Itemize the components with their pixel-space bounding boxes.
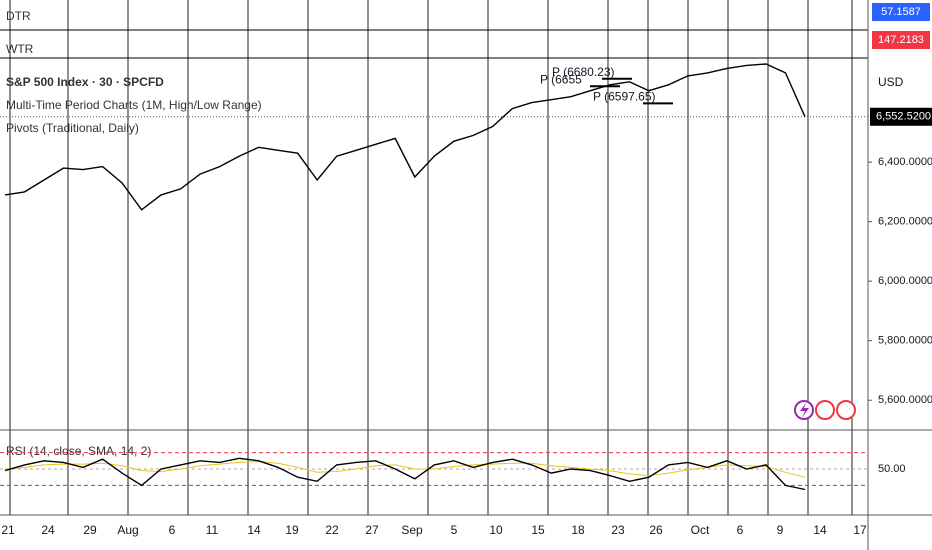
- indicator-label: Pivots (Traditional, Daily): [6, 121, 139, 135]
- rsi-title: RSI (14, close, SMA, 14, 2): [6, 444, 151, 458]
- last-price-label: 6,552.5200: [876, 111, 931, 123]
- x-tick-label: Aug: [117, 523, 138, 537]
- x-tick-label: 10: [489, 523, 503, 537]
- dtr-badge: [872, 3, 930, 21]
- rsi-line: [4, 457, 806, 491]
- x-tick-label: Oct: [691, 523, 710, 537]
- x-tick-label: 17: [853, 523, 867, 537]
- rsi-ma-line: [4, 461, 806, 478]
- x-tick-label: 5: [451, 523, 458, 537]
- pivot-label: P (6597.65): [593, 90, 656, 104]
- x-tick-label: 22: [325, 523, 339, 537]
- y-tick-label: 6,000.0000: [878, 275, 932, 287]
- x-tick-label: 26: [649, 523, 663, 537]
- x-tick-label: 18: [571, 523, 585, 537]
- x-tick-label: 6: [169, 523, 176, 537]
- chart-title: S&P 500 Index · 30 · SPCFD: [6, 75, 164, 89]
- pivot-label: P (6680.23): [552, 65, 615, 79]
- x-tick-label: 11: [206, 523, 219, 537]
- indicator-label: Multi-Time Period Charts (1M, High/Low R…: [6, 98, 262, 112]
- x-tick-label: 23: [611, 523, 625, 537]
- y-tick-label: 6,200.0000: [878, 216, 932, 228]
- x-tick-label: 6: [737, 523, 744, 537]
- wtr-badge: [872, 31, 930, 49]
- x-tick-label: 27: [365, 523, 379, 537]
- wtr-value: 147.2183: [878, 34, 924, 46]
- x-tick-label: 29: [83, 523, 97, 537]
- icons: [794, 400, 856, 420]
- x-tick-label: 9: [777, 523, 784, 537]
- x-tick-label: 14: [813, 523, 827, 537]
- price-line: [4, 63, 806, 211]
- y-tick-label: 6,400.0000: [878, 156, 932, 168]
- wtr-label: WTR: [6, 42, 34, 56]
- period-separators: [9, 0, 853, 515]
- dtr-value: 57.1587: [881, 6, 921, 18]
- rsi-tick-label: 50.00: [878, 463, 906, 475]
- y-tick-label: 5,600.0000: [878, 394, 932, 406]
- x-tick-label: 14: [247, 523, 261, 537]
- x-tick-label: 19: [285, 523, 299, 537]
- currency: USD: [878, 75, 904, 89]
- x-tick-label: 24: [41, 523, 55, 537]
- x-tick-label: 21: [1, 523, 15, 537]
- x-tick-label: 15: [531, 523, 545, 537]
- dtr-label: DTR: [6, 9, 31, 23]
- pivot-label: P (6655: [540, 72, 582, 86]
- x-tick-label: Sep: [401, 523, 423, 537]
- last-price-badge: [870, 107, 932, 126]
- y-tick-label: 5,800.0000: [878, 335, 932, 347]
